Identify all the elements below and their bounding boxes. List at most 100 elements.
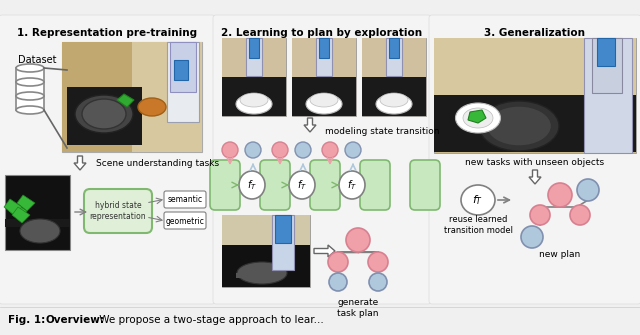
Circle shape <box>345 142 361 158</box>
FancyBboxPatch shape <box>164 212 206 229</box>
Text: modeling state transition: modeling state transition <box>325 128 440 136</box>
Polygon shape <box>117 94 134 107</box>
Ellipse shape <box>461 185 495 215</box>
Bar <box>292 38 356 77</box>
Ellipse shape <box>463 108 493 128</box>
Ellipse shape <box>306 94 342 114</box>
Text: $f_T$: $f_T$ <box>347 178 357 192</box>
Ellipse shape <box>339 171 365 199</box>
Polygon shape <box>4 199 22 215</box>
Polygon shape <box>9 203 27 219</box>
Bar <box>592 38 622 93</box>
Ellipse shape <box>16 92 44 100</box>
Ellipse shape <box>376 94 412 114</box>
Bar <box>222 38 286 77</box>
FancyBboxPatch shape <box>410 160 440 210</box>
FancyBboxPatch shape <box>164 191 206 208</box>
Ellipse shape <box>82 99 126 129</box>
Circle shape <box>577 179 599 201</box>
Bar <box>434 95 636 152</box>
Bar <box>389 38 399 58</box>
Ellipse shape <box>236 94 272 114</box>
Bar <box>167 42 199 122</box>
Text: Dataset: Dataset <box>18 55 56 65</box>
Ellipse shape <box>237 262 287 284</box>
Circle shape <box>329 273 347 291</box>
Ellipse shape <box>16 78 44 86</box>
Ellipse shape <box>310 93 338 107</box>
Text: Fig. 1:: Fig. 1: <box>8 315 45 325</box>
Text: semantic: semantic <box>168 195 203 203</box>
Circle shape <box>272 142 288 158</box>
Polygon shape <box>529 170 541 184</box>
Ellipse shape <box>289 171 315 199</box>
FancyBboxPatch shape <box>260 160 290 210</box>
Ellipse shape <box>20 219 60 243</box>
Ellipse shape <box>479 101 559 151</box>
Ellipse shape <box>456 103 500 133</box>
Text: geometric: geometric <box>166 216 204 225</box>
Text: Scene understanding tasks: Scene understanding tasks <box>96 158 219 168</box>
Text: We propose a two-stage approach to lear...: We propose a two-stage approach to lear.… <box>96 315 324 325</box>
Ellipse shape <box>16 64 44 72</box>
Text: Overview:: Overview: <box>46 315 105 325</box>
Circle shape <box>245 142 261 158</box>
Text: new plan: new plan <box>540 250 580 259</box>
Text: reuse learned
transition model: reuse learned transition model <box>444 215 513 235</box>
Text: $f_T$: $f_T$ <box>472 193 484 207</box>
Polygon shape <box>16 68 44 82</box>
Polygon shape <box>468 110 486 123</box>
Circle shape <box>369 273 387 291</box>
FancyBboxPatch shape <box>360 160 390 210</box>
Circle shape <box>521 226 543 248</box>
Bar <box>249 38 259 58</box>
Bar <box>319 38 329 58</box>
Text: generate
task plan: generate task plan <box>337 298 379 318</box>
Text: 3. Generalization: 3. Generalization <box>484 28 586 38</box>
Polygon shape <box>17 195 35 211</box>
Ellipse shape <box>138 98 166 116</box>
Polygon shape <box>74 156 86 170</box>
Bar <box>275 215 291 243</box>
Bar <box>246 38 262 76</box>
FancyBboxPatch shape <box>84 189 152 233</box>
Bar <box>222 38 286 116</box>
Ellipse shape <box>380 93 408 107</box>
Bar <box>316 38 332 76</box>
Bar <box>236 273 264 278</box>
Bar <box>434 38 636 95</box>
Circle shape <box>570 205 590 225</box>
Ellipse shape <box>75 95 133 133</box>
Bar <box>584 38 632 153</box>
Bar <box>362 77 426 116</box>
Ellipse shape <box>239 171 265 199</box>
Bar <box>222 215 310 287</box>
Polygon shape <box>16 96 44 110</box>
Text: $f_T$: $f_T$ <box>247 178 257 192</box>
Ellipse shape <box>16 106 44 114</box>
Text: new tasks with unseen objects: new tasks with unseen objects <box>465 158 605 167</box>
Bar <box>362 38 426 116</box>
Bar <box>62 42 202 152</box>
Bar <box>434 38 636 153</box>
Text: hybrid state
representation: hybrid state representation <box>90 201 147 221</box>
Text: $f_T$: $f_T$ <box>297 178 307 192</box>
Polygon shape <box>16 82 44 96</box>
Polygon shape <box>12 207 30 223</box>
Ellipse shape <box>486 106 552 146</box>
Bar <box>386 38 402 76</box>
Bar <box>174 60 188 80</box>
Bar <box>222 215 310 245</box>
Bar <box>272 215 294 270</box>
Bar <box>222 245 310 287</box>
Bar <box>170 42 196 92</box>
Bar <box>5 219 70 227</box>
Circle shape <box>548 183 572 207</box>
Circle shape <box>346 228 370 252</box>
Circle shape <box>295 142 311 158</box>
Bar <box>597 38 615 66</box>
Bar <box>62 42 202 152</box>
FancyBboxPatch shape <box>429 15 640 304</box>
Polygon shape <box>304 118 316 132</box>
Ellipse shape <box>240 93 268 107</box>
